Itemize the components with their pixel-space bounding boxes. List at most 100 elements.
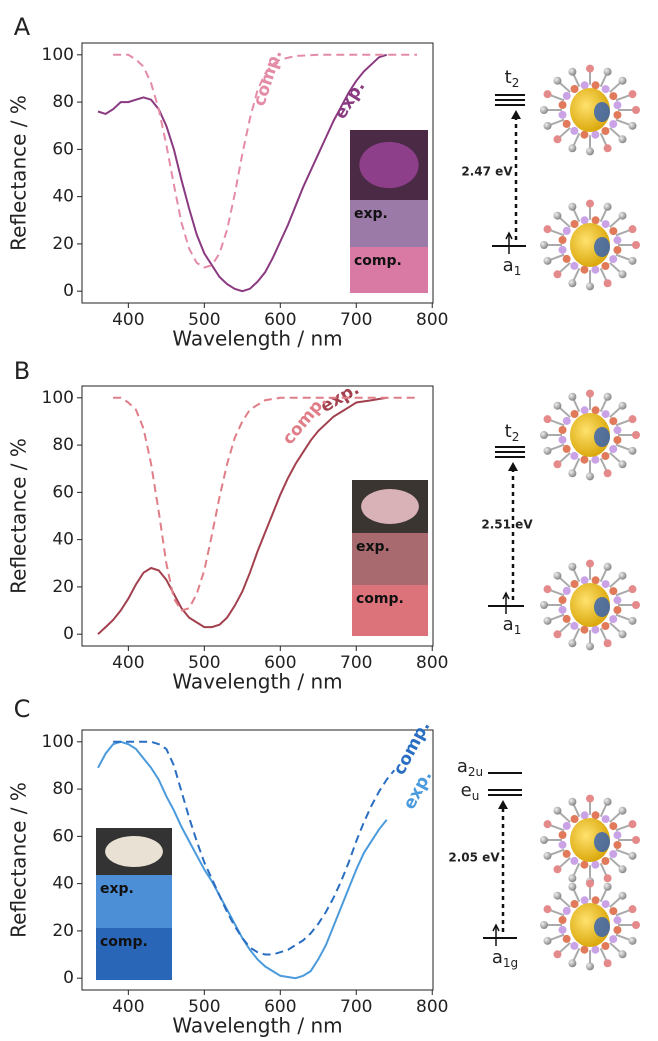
atom [618,401,627,410]
atom [591,406,600,415]
series-line [97,53,388,293]
atom [570,409,579,418]
y-axis-label: Reflectance / % [7,95,31,251]
orbital-lobe [594,237,610,257]
atom [570,84,579,93]
atom [562,119,571,128]
atom [613,236,622,245]
color-swatch [350,200,428,247]
swatch-label: comp. [356,591,404,607]
orbital-lobe [594,597,610,617]
atom [591,896,600,905]
atom [603,469,612,478]
x-tick-label: 800 [416,997,448,1017]
atom [586,794,594,803]
atom [613,111,622,120]
atom [553,211,562,220]
gap-label: 2.47 eV [461,165,513,179]
x-tick-label: 400 [112,997,144,1017]
atom [580,576,589,585]
x-tick-label: 500 [188,310,220,330]
atom [609,255,618,264]
atom [543,415,552,424]
atom [613,926,622,935]
atom [603,874,612,883]
atom [603,279,612,288]
series-line [113,53,417,269]
atom [609,417,618,426]
atom [553,76,562,85]
swatch-label: exp. [100,881,134,897]
electron-head [492,923,500,932]
level-base: a [492,947,503,968]
atom [613,606,622,615]
electron-head [505,231,513,240]
atom [580,945,589,954]
atom [568,67,577,76]
atom [618,571,627,580]
atom [591,625,600,634]
atom [613,426,622,435]
atom [558,100,567,109]
atom [562,821,571,830]
atom [613,831,622,840]
atom [601,262,610,271]
curve-label: comp. [279,391,332,448]
atom [558,605,567,614]
atom [591,811,600,820]
x-tick-label: 400 [112,653,144,673]
atom [613,436,622,445]
atom [580,216,589,225]
atom [580,625,589,634]
atom [628,585,637,594]
atom [543,446,552,455]
atom [632,241,640,249]
level-sub: u [472,789,480,803]
atom [618,891,627,900]
atom [618,270,627,279]
atom [540,836,548,844]
mineral [105,835,163,868]
panel-label: C [14,695,31,723]
atom [558,595,567,604]
atom [628,905,637,914]
atom [618,76,627,85]
atom [628,820,637,829]
y-tick-label: 60 [52,826,74,846]
atom [562,91,571,100]
atom [568,469,577,478]
gap-label: 2.05 eV [448,851,500,865]
atom [609,227,618,236]
atom [562,614,571,623]
color-swatch [352,533,428,585]
level-label: eu [461,780,480,803]
series-line [113,740,396,956]
atom [613,246,622,255]
atom [568,202,577,211]
atom [553,270,562,279]
swatch-label: comp. [100,934,148,950]
y-tick-label: 0 [63,624,74,644]
level-label: t2 [505,421,520,444]
x-axis-label: Wavelength / nm [172,1014,342,1038]
y-tick-label: 80 [52,779,74,799]
atom [618,950,627,959]
atom [558,245,567,254]
atom [628,256,637,265]
y-tick-label: 20 [52,234,74,254]
y-tick-label: 100 [42,732,74,752]
atom [609,587,618,596]
atom [628,415,637,424]
y-tick-label: 80 [52,92,74,112]
x-tick-label: 800 [416,310,448,330]
level-label: a1 [503,614,522,637]
atom [543,585,552,594]
arrow-head [498,800,508,809]
y-tick-label: 20 [52,921,74,941]
atom [570,451,579,460]
x-tick-label: 600 [264,310,296,330]
level-label: a2u [457,756,483,779]
atom [540,601,548,609]
atom [540,431,548,439]
y-tick-label: 0 [63,968,74,988]
